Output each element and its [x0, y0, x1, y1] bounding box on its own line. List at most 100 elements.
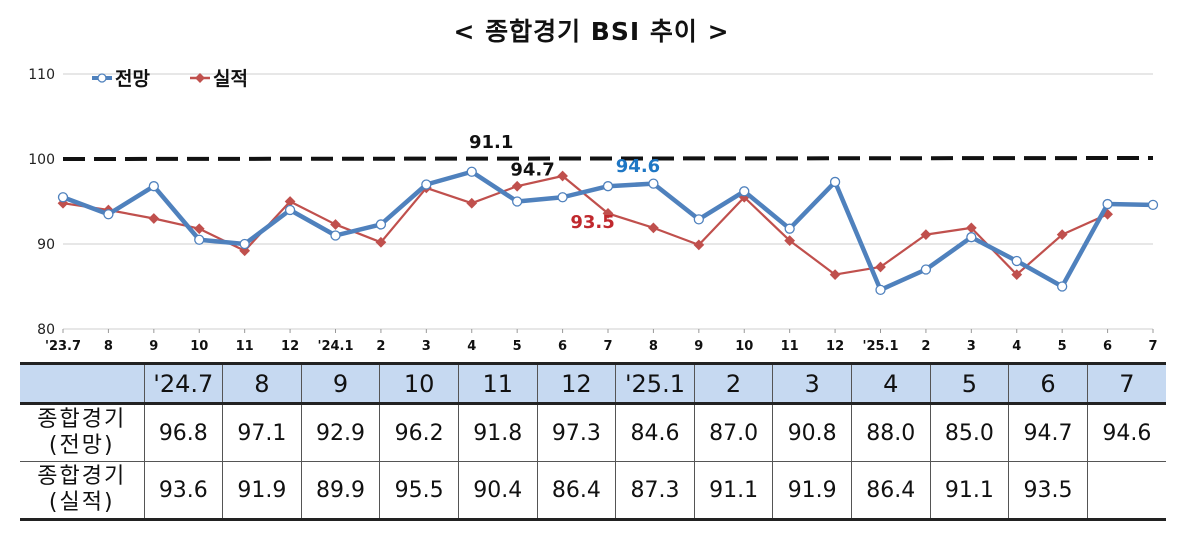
- x-tick-label: 9: [694, 339, 703, 354]
- table-cell: 97.1: [222, 403, 302, 462]
- forecast-point: [784, 223, 795, 234]
- grid-lines: [63, 73, 1153, 330]
- x-tick-label: 12: [826, 339, 844, 354]
- table-cell: 87.3: [615, 461, 695, 521]
- table-cell: 91.1: [693, 461, 774, 521]
- actual-point: [829, 269, 841, 280]
- table-cell: 92.9: [300, 403, 381, 462]
- table-column-header: 5: [929, 362, 1010, 405]
- x-tick-label: 2: [921, 339, 930, 354]
- x-tick-label: 2: [376, 339, 385, 354]
- x-tick-label: 4: [1012, 339, 1021, 354]
- x-tick-label: 5: [513, 339, 522, 354]
- table-column-header: '24.7: [143, 362, 224, 405]
- table-cell: 93.5: [1008, 461, 1088, 521]
- data-label: 94.7: [510, 159, 554, 180]
- forecast-point: [1147, 199, 1159, 211]
- row-label-line1: 종합경기: [37, 464, 127, 489]
- series-line-actual: [62, 174, 1109, 276]
- table-column-header: 11: [457, 362, 538, 405]
- forecast-point: [875, 284, 886, 296]
- table-cell: 86.4: [536, 461, 617, 521]
- forecast-point: [466, 166, 477, 177]
- data-label: 93.5: [570, 212, 614, 233]
- table-cell: 94.7: [1008, 403, 1088, 462]
- actual-point: [330, 219, 341, 230]
- actual-point: [375, 236, 387, 248]
- table-column-header: '25.1: [615, 362, 695, 405]
- forecast-point: [421, 179, 432, 190]
- chart-title: < 종합경기 BSI 추이 >: [453, 17, 730, 46]
- x-tick-label: 8: [104, 339, 113, 354]
- forecast-point: [920, 264, 932, 275]
- y-tick-label: 110: [28, 67, 55, 83]
- actual-point: [784, 235, 796, 246]
- forecast-point: [602, 181, 614, 192]
- forecast-point: [557, 192, 568, 203]
- row-label-line2: (전망): [48, 433, 115, 458]
- x-tick-label: '23.7: [45, 339, 81, 354]
- table-column-header: 6: [1008, 362, 1088, 405]
- forecast-point: [194, 234, 205, 245]
- actual-point: [1011, 269, 1023, 280]
- forecast-point: [57, 192, 69, 203]
- forecast-point: [103, 209, 114, 220]
- table-row-label: 종합경기 (전망): [20, 403, 145, 462]
- x-tick-label: 7: [1148, 339, 1157, 354]
- forecast-point: [375, 219, 387, 230]
- x-tick-label: 6: [558, 339, 567, 354]
- y-tick-label: 90: [37, 237, 55, 253]
- actual-point: [284, 196, 296, 207]
- x-tick-label: 8: [649, 339, 658, 354]
- table-cell: 96.2: [379, 403, 459, 462]
- forecast-point: [1057, 281, 1068, 292]
- table-corner-cell: [20, 362, 145, 405]
- annotations: 94.7 94.6 91.1 93.5: [469, 132, 660, 233]
- actual-point: [511, 180, 523, 192]
- row-label-line2: (실적): [48, 490, 115, 515]
- data-label: 94.6: [616, 156, 660, 177]
- table-column-header: 9: [300, 362, 381, 405]
- table-cell: 90.4: [457, 461, 538, 521]
- x-tick-label: '25.1: [862, 339, 898, 354]
- table-cell: 97.3: [536, 403, 617, 462]
- table-column-header: 10: [379, 362, 459, 405]
- bsi-line-chart: 80 90 100 110 '23.7 8 9 10 11 12 '24.1 2 3 4 5 6 7 8 9 10 1…: [28, 67, 1159, 354]
- actual-point: [466, 197, 478, 209]
- table-cell: 88.0: [850, 403, 931, 462]
- table-header-row: '24.7 8 9 10 11 12'25.1 2 3 4 5 6 7: [20, 362, 1166, 405]
- data-table: '24.7 8 9 10 11 12'25.1 2 3 4 5 6 7 종합경기 (전망) 96.8 97.…: [20, 362, 1166, 521]
- table-row-actual: 종합경기 (실적) 93.6 91.9 89.9 95.5 90.4 86.4 87.3 91.1…: [20, 461, 1166, 521]
- legend-marker-forecast: [97, 73, 107, 83]
- forecast-point: [739, 186, 750, 197]
- table-row-forecast: 종합경기 (전망) 96.8 97.1 92.9 96.2 91.8 97.3 84.6 87.0…: [20, 403, 1166, 462]
- legend-label: 전망: [115, 68, 150, 90]
- forecast-point: [1011, 255, 1022, 267]
- x-tick-label: 6: [1103, 339, 1112, 354]
- forecast-point: [648, 178, 659, 189]
- forecast-point: [239, 238, 250, 250]
- table-cell: 90.8: [772, 403, 852, 462]
- actual-point: [965, 222, 977, 234]
- x-tick-label: 10: [735, 339, 753, 354]
- forecast-point: [284, 204, 296, 216]
- actual-point: [648, 222, 659, 234]
- forecast-point: [693, 214, 704, 225]
- reference-line-100: [62, 156, 1154, 161]
- x-tick-label: 12: [281, 339, 299, 354]
- table-cell: 91.1: [929, 461, 1010, 521]
- x-tick-label: 5: [1058, 339, 1067, 354]
- table-cell: 95.5: [379, 461, 459, 521]
- table-cell: 91.9: [772, 461, 852, 521]
- forecast-point: [966, 232, 977, 243]
- table-column-header: 3: [772, 362, 852, 405]
- table-column-header: 8: [222, 362, 302, 405]
- actual-point: [148, 213, 160, 224]
- forecast-point: [330, 230, 341, 241]
- table-column-header: 7: [1086, 362, 1166, 405]
- forecast-point: [512, 196, 523, 207]
- x-tick-label: 11: [781, 339, 799, 354]
- table-cell: 85.0: [929, 403, 1010, 462]
- x-axis-ticks: '23.7 8 9 10 11 12 '24.1 2 3 4 5 6 7 8 9 10 11 12 '25.1 2 3 4…: [45, 329, 1158, 354]
- table-cell: 96.8: [143, 403, 224, 462]
